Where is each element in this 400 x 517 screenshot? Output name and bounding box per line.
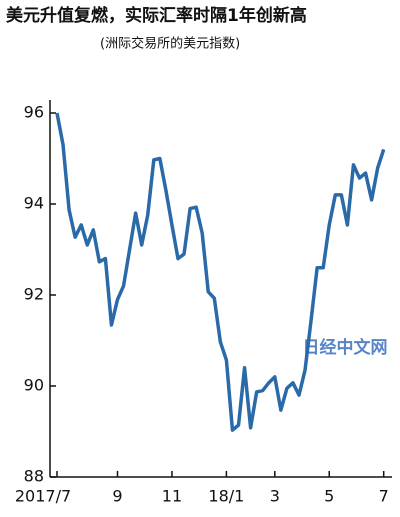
x-tick-label: 9 xyxy=(112,487,122,506)
watermark: 日经中文网 xyxy=(303,337,388,358)
x-tick-label: 5 xyxy=(324,487,334,506)
chart-title: 美元升值复燃，实际汇率时隔1年创新高 xyxy=(6,5,307,26)
x-tick-label: 7 xyxy=(379,487,389,506)
y-tick-label: 90 xyxy=(24,376,44,395)
y-tick-label: 88 xyxy=(24,467,44,486)
x-tick-label: 18/1 xyxy=(208,487,244,506)
y-tick-label: 92 xyxy=(24,285,44,304)
x-tick-label: 2017/7 xyxy=(15,487,71,506)
y-tick-label: 94 xyxy=(24,194,44,213)
line xyxy=(55,112,386,432)
x-tick-label: 3 xyxy=(270,487,280,506)
x-tick-label: 11 xyxy=(162,487,182,506)
y-tick-label: 96 xyxy=(24,103,44,122)
chart-subtitle: (洲际交易所的美元指数) xyxy=(100,36,240,52)
